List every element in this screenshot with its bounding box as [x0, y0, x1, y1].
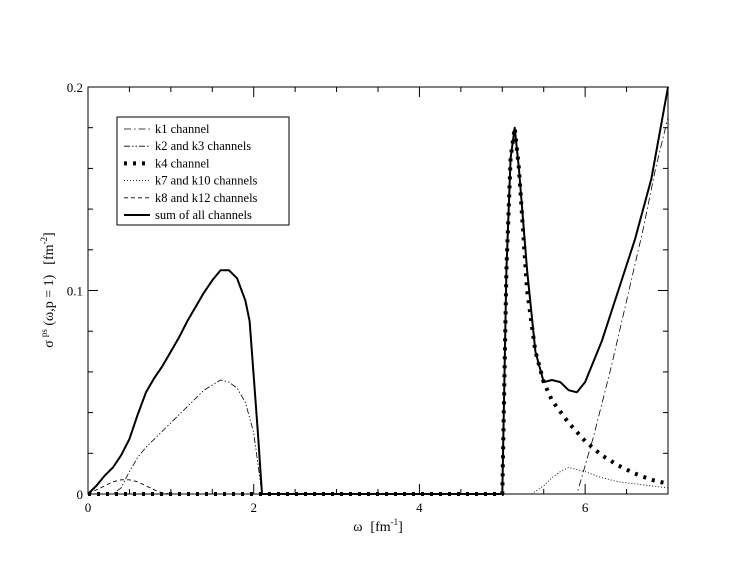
y-tick-label: 0: [77, 487, 84, 502]
series-line-k8-and-k12-channels: [87, 479, 171, 495]
legend-label-k7-and-k10-channels: k7 and k10 channels: [155, 174, 258, 188]
legend-box: [116, 116, 290, 226]
y-tick-label: 0.2: [67, 80, 83, 95]
x-axis-label-unit-close: ]: [398, 520, 403, 535]
legend-label-k8-and-k12-channels: k8 and k12 channels: [155, 191, 258, 205]
series-line-k7-and-k10-channels: [531, 467, 669, 495]
x-tick-label: 2: [250, 500, 257, 515]
y-tick-label: 0.1: [67, 284, 83, 299]
y-axis-label-unit-close: ]: [42, 232, 57, 237]
x-tick-label: 4: [416, 500, 423, 515]
axis-tick-labels: 0 2 4 6 0 0.1 0.2: [67, 80, 589, 515]
y-axis-label-args: (ω,p = 1): [42, 274, 57, 329]
x-axis-label-unit: [fm: [370, 520, 390, 535]
series-line-k4-channel: [88, 125, 669, 496]
series-line-k1-channel: [527, 117, 669, 495]
x-tick-label: 6: [582, 500, 589, 515]
legend-label-k4-channel: k4 channel: [155, 156, 210, 170]
y-axis-label: σ ps (ω,p = 1) [fm-2]: [39, 232, 57, 347]
series-line-k2-and-k3-channels: [88, 379, 263, 495]
series-line-sum-of-all-channels: [87, 86, 669, 495]
y-axis-label-unit-sup: -2: [39, 237, 49, 245]
series-layer: [87, 86, 669, 496]
legend-label-sum-of-all-channels: sum of all channels: [155, 208, 252, 222]
y-axis-label-unit: [fm: [42, 244, 57, 264]
x-tick-label: 0: [85, 500, 92, 515]
y-axis-label-sigma: σ: [42, 340, 57, 348]
legend-label-k2-and-k3-channels: k2 and k3 channels: [155, 139, 251, 153]
legend: k1 channel k2 and k3 channels k4 channel k7…: [116, 116, 290, 226]
x-axis-label-unit-sup: -1: [391, 517, 399, 527]
legend-label-k1-channel: k1 channel: [155, 122, 210, 136]
y-axis-label-sup: ps: [39, 329, 49, 338]
legend-items: k1 channel k2 and k3 channels k4 channel k7…: [124, 122, 258, 222]
x-axis-label-symbol: ω: [353, 520, 362, 535]
axis-ticks: [87, 86, 669, 495]
x-axis-label: ω [fm-1]: [353, 517, 403, 535]
